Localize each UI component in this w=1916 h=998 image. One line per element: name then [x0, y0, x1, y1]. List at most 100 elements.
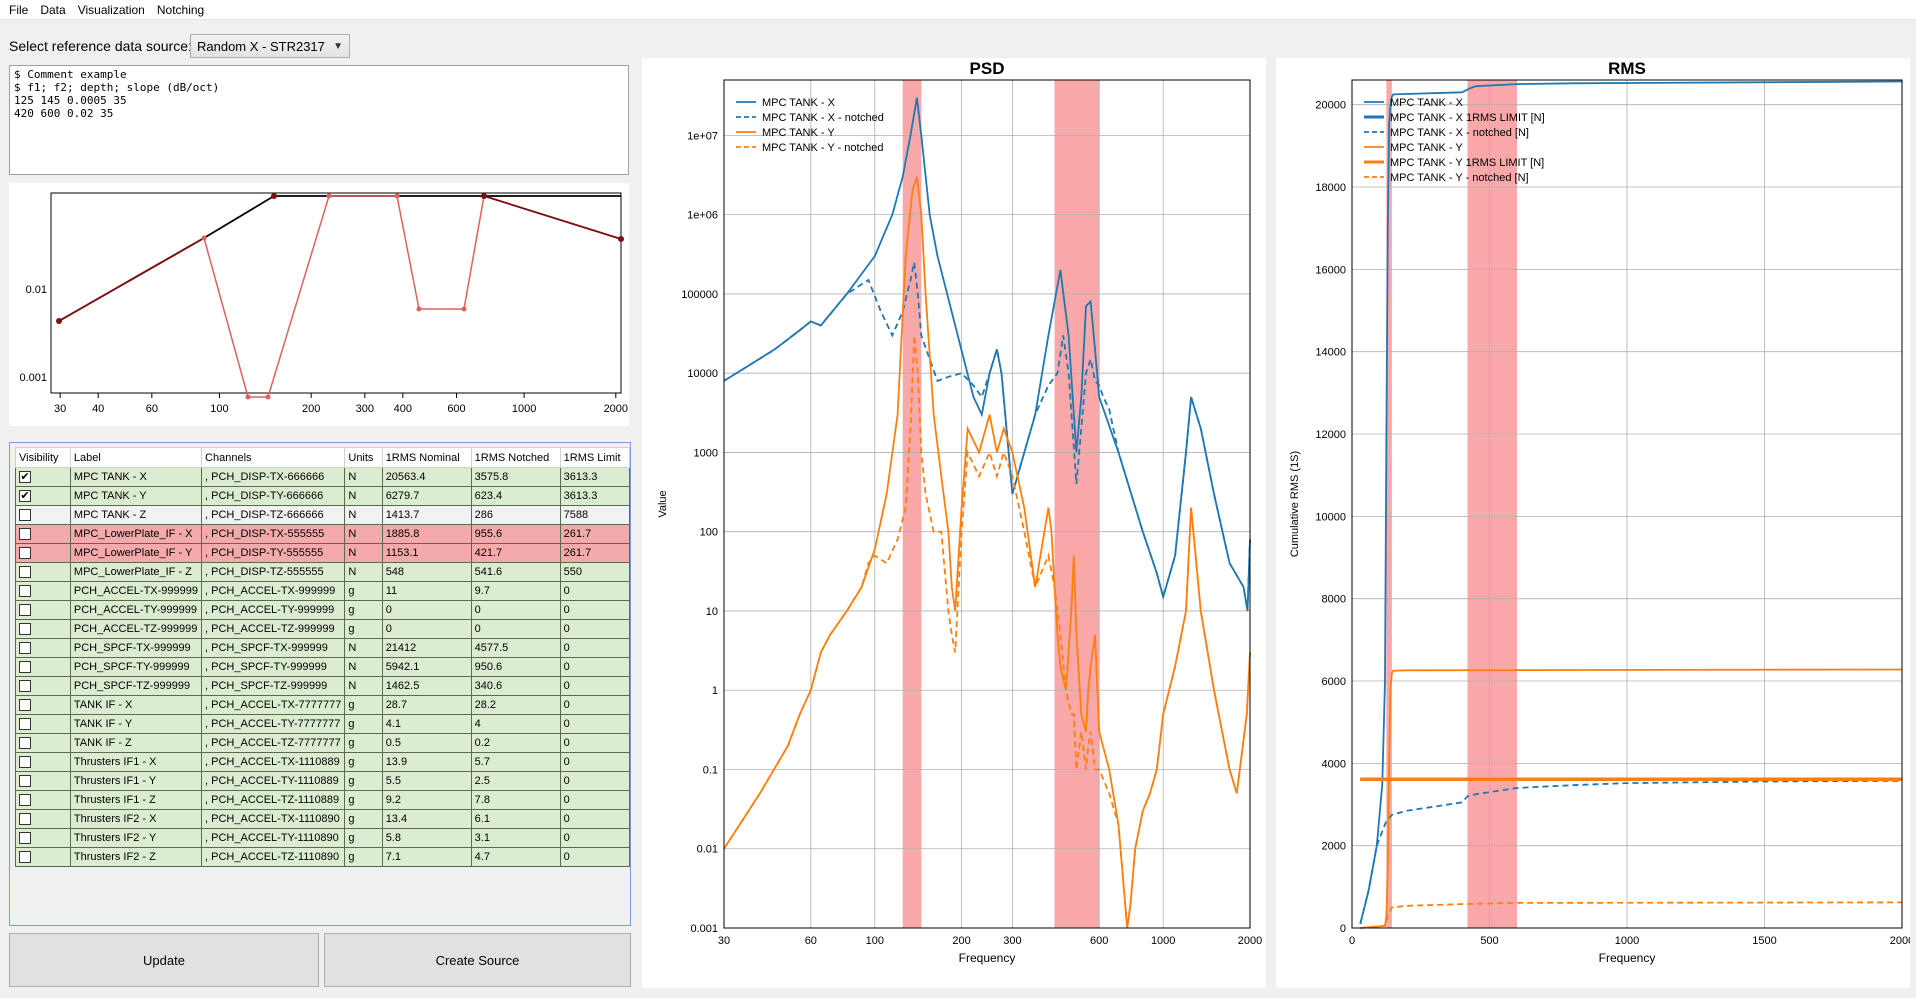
visibility-checkbox[interactable] — [19, 794, 31, 807]
row-units: N — [344, 638, 383, 658]
row-rms-limit: 0 — [559, 619, 631, 639]
visibility-checkbox[interactable] — [19, 718, 31, 731]
visibility-checkbox[interactable]: ✔ — [19, 490, 31, 503]
table-row[interactable]: Thrusters IF1 - Z, PCH_ACCEL-TZ-1110889 g… — [15, 790, 631, 810]
table-row[interactable]: Thrusters IF2 - Y, PCH_ACCEL-TY-1110890 g… — [15, 828, 631, 848]
visibility-cell[interactable] — [15, 733, 71, 753]
row-rms-nominal: 0.5 — [381, 733, 472, 753]
table-row[interactable]: Thrusters IF2 - X, PCH_ACCEL-TX-1110890 g… — [15, 809, 631, 829]
visibility-checkbox[interactable] — [19, 509, 31, 522]
visibility-cell[interactable] — [15, 581, 71, 601]
visibility-checkbox[interactable] — [19, 642, 31, 655]
row-rms-limit: 0 — [559, 676, 631, 696]
table-row[interactable]: PCH_SPCF-TX-999999, PCH_SPCF-TX-999999 N 2… — [15, 638, 631, 658]
visibility-cell[interactable] — [15, 657, 71, 677]
visibility-checkbox[interactable] — [19, 566, 31, 579]
row-units: g — [344, 771, 383, 791]
rms-plot-frame — [1351, 79, 1903, 929]
col-rms-nominal[interactable]: 1RMS Nominal — [381, 447, 472, 468]
visibility-cell[interactable] — [15, 600, 71, 620]
visibility-checkbox[interactable] — [19, 547, 31, 560]
visibility-checkbox[interactable] — [19, 775, 31, 788]
table-row[interactable]: PCH_ACCEL-TY-999999, PCH_ACCEL-TY-999999… — [15, 600, 631, 620]
table-row[interactable]: PCH_SPCF-TY-999999, PCH_SPCF-TY-999999 N 5… — [15, 657, 631, 677]
menu-visualization[interactable]: Visualization — [77, 2, 145, 17]
row-units: N — [344, 524, 383, 544]
visibility-cell[interactable] — [15, 505, 71, 525]
visibility-cell[interactable] — [15, 714, 71, 734]
visibility-cell[interactable] — [15, 828, 71, 848]
channel-table-panel: Visibility Label Channels Units 1RMS Nom… — [9, 442, 631, 926]
table-row[interactable]: TANK IF - X, PCH_ACCEL-TX-7777777 g 28.7 28… — [15, 695, 631, 715]
rms-ytick-label: 8000 — [1322, 594, 1346, 606]
source-select[interactable]: Random X - STR2317 ▼ — [190, 34, 350, 58]
table-row[interactable]: TANK IF - Z, PCH_ACCEL-TZ-7777777 g 0.5 0.2… — [15, 733, 631, 753]
visibility-checkbox[interactable] — [19, 699, 31, 712]
visibility-checkbox[interactable] — [19, 623, 31, 636]
create-source-button[interactable]: Create Source — [324, 933, 631, 987]
visibility-checkbox[interactable] — [19, 604, 31, 617]
menu-data[interactable]: Data — [40, 2, 66, 17]
col-channels[interactable]: Channels — [201, 447, 346, 468]
visibility-cell[interactable] — [15, 543, 71, 563]
menu-file[interactable]: File — [9, 2, 29, 17]
visibility-checkbox[interactable] — [19, 528, 31, 541]
row-label: MPC TANK - X — [69, 467, 203, 487]
col-rms-notched[interactable]: 1RMS Notched — [470, 447, 561, 468]
table-row[interactable]: Thrusters IF2 - Z, PCH_ACCEL-TZ-1110890 g… — [15, 847, 631, 867]
table-row[interactable]: Thrusters IF1 - Y, PCH_ACCEL-TY-1110889 g… — [15, 771, 631, 791]
table-row[interactable]: ✔ MPC TANK - Y, PCH_DISP-TY-666666 N 6279.7… — [15, 486, 631, 506]
visibility-cell[interactable] — [15, 562, 71, 582]
col-label[interactable]: Label — [69, 447, 203, 468]
row-label: Thrusters IF1 - Z — [69, 790, 203, 810]
visibility-cell[interactable] — [15, 619, 71, 639]
col-visibility[interactable]: Visibility — [15, 447, 71, 468]
visibility-checkbox[interactable] — [19, 756, 31, 769]
visibility-cell[interactable] — [15, 847, 71, 867]
visibility-cell[interactable] — [15, 524, 71, 544]
table-row[interactable]: MPC_LowerPlate_IF - Z, PCH_DISP-TZ-55555… — [15, 562, 631, 582]
rms-xtick-label: 0 — [1349, 935, 1355, 947]
col-units[interactable]: Units — [344, 447, 383, 468]
visibility-checkbox[interactable] — [19, 832, 31, 845]
visibility-cell[interactable] — [15, 752, 71, 772]
visibility-checkbox[interactable] — [19, 851, 31, 864]
visibility-checkbox[interactable]: ✔ — [19, 471, 31, 484]
col-rms-limit[interactable]: 1RMS Limit — [559, 447, 631, 468]
row-rms-notched: 0 — [470, 600, 561, 620]
table-row[interactable]: MPC_LowerPlate_IF - X, PCH_DISP-TX-55555… — [15, 524, 631, 544]
update-button[interactable]: Update — [9, 933, 319, 987]
row-rms-limit: 0 — [559, 600, 631, 620]
table-row[interactable]: PCH_SPCF-TZ-999999, PCH_SPCF-TZ-999999 N 1… — [15, 676, 631, 696]
visibility-cell[interactable] — [15, 695, 71, 715]
table-row[interactable]: Thrusters IF1 - X, PCH_ACCEL-TX-1110889 g… — [15, 752, 631, 772]
row-rms-notched: 28.2 — [470, 695, 561, 715]
visibility-cell[interactable] — [15, 676, 71, 696]
visibility-cell[interactable] — [15, 638, 71, 658]
psd-xtick-label: 100 — [866, 935, 884, 947]
visibility-checkbox[interactable] — [19, 680, 31, 693]
row-rms-notched: 421.7 — [470, 543, 561, 563]
visibility-checkbox[interactable] — [19, 737, 31, 750]
visibility-cell[interactable] — [15, 790, 71, 810]
table-row[interactable]: MPC TANK - Z, PCH_DISP-TZ-666666 N 1413.7 2… — [15, 505, 631, 525]
notch-config-editor[interactable]: $ Comment example $ f1; f2; depth; slope… — [9, 65, 629, 175]
visibility-checkbox[interactable] — [19, 813, 31, 826]
table-row[interactable]: PCH_ACCEL-TX-999999, PCH_ACCEL-TX-999999… — [15, 581, 631, 601]
visibility-cell[interactable]: ✔ — [15, 467, 71, 487]
psd-series-line — [723, 97, 1251, 612]
visibility-cell[interactable] — [15, 771, 71, 791]
table-row[interactable]: ✔ MPC TANK - X, PCH_DISP-TX-666666 N 20563.… — [15, 467, 631, 487]
visibility-checkbox[interactable] — [19, 661, 31, 674]
rms-ytick-label: 6000 — [1322, 676, 1346, 688]
visibility-cell[interactable]: ✔ — [15, 486, 71, 506]
menu-notching[interactable]: Notching — [156, 2, 205, 17]
table-row[interactable]: PCH_ACCEL-TZ-999999, PCH_ACCEL-TZ-999999… — [15, 619, 631, 639]
rms-title: RMS — [1608, 59, 1646, 78]
psd-ytick-label: 10 — [706, 606, 718, 618]
visibility-cell[interactable] — [15, 809, 71, 829]
visibility-checkbox[interactable] — [19, 585, 31, 598]
row-rms-notched: 9.7 — [470, 581, 561, 601]
table-row[interactable]: TANK IF - Y, PCH_ACCEL-TY-7777777 g 4.1 4 0 — [15, 714, 631, 734]
table-row[interactable]: MPC_LowerPlate_IF - Y, PCH_DISP-TY-55555… — [15, 543, 631, 563]
